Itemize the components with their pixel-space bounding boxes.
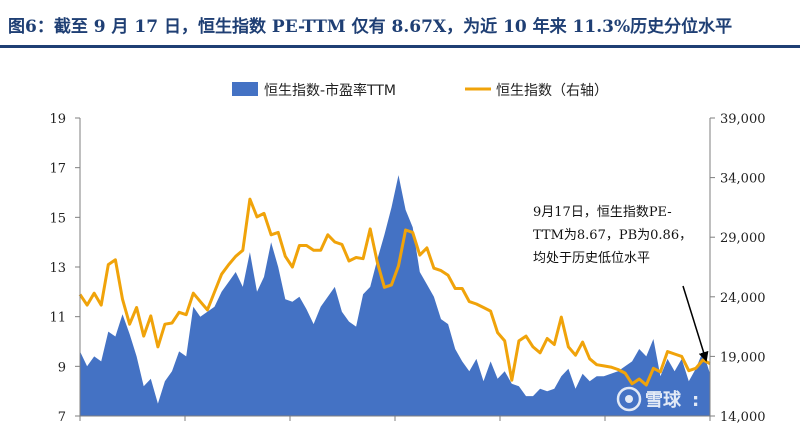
left-tick-label: 9: [58, 360, 66, 375]
figure-title: 图6：截至 9 月 17 日，恒生指数 PE-TTM 仅有 8.67X，为近 1…: [8, 17, 733, 37]
right-tick-label: 14,000: [720, 410, 766, 425]
right-tick-label: 29,000: [720, 231, 766, 246]
annotation-arrow: [682, 285, 709, 362]
annotation: 9月17日，恒生指数PE- TTM为8.67，PB为0.86， 均处于历史低位水平: [533, 205, 709, 362]
legend-swatch-pe-ttm: [232, 82, 258, 96]
plot-area: [78, 175, 711, 416]
annotation-line: TTM为8.67，PB为0.86，: [533, 228, 692, 243]
legend-label-hsi: 恒生指数（右轴）: [496, 83, 608, 99]
watermark-author: 王朝雄: [712, 389, 766, 411]
right-tick-label: 39,000: [720, 112, 766, 127]
left-tick-label: 11: [49, 311, 66, 326]
left-tick-label: 13: [49, 261, 66, 276]
annotation-line: 均处于历史低位水平: [533, 251, 650, 266]
left-tick-label: 17: [49, 162, 66, 177]
right-tick-label: 34,000: [720, 172, 766, 187]
left-tick-label: 15: [49, 211, 66, 226]
snowball-icon: [616, 386, 642, 412]
watermark-logo: [616, 386, 642, 412]
annotation-line: 9月17日，恒生指数PE-: [533, 205, 672, 220]
watermark-brand: 雪球: [645, 390, 682, 411]
axes: 7 9 11 13 15 17 19 14,000 19,000 24,000 29,000 34,0…: [49, 112, 765, 425]
legend: 恒生指数-市盈率TTM 恒生指数（右轴）: [232, 82, 608, 99]
watermark-separator: :: [692, 390, 699, 411]
right-tick-label: 19,000: [720, 350, 766, 365]
hsi-line: [78, 197, 711, 387]
snowball-icon-core: [625, 395, 633, 403]
left-tick-label: 19: [49, 112, 66, 127]
pe-ttm-area: [80, 175, 710, 416]
watermark: 雪球 王朝雄:: [616, 386, 766, 412]
left-tick-label: 7: [58, 410, 66, 425]
title-rule: [0, 45, 800, 48]
right-tick-label: 24,000: [720, 291, 766, 306]
legend-label-pe-ttm: 恒生指数-市盈率TTM: [264, 82, 396, 99]
